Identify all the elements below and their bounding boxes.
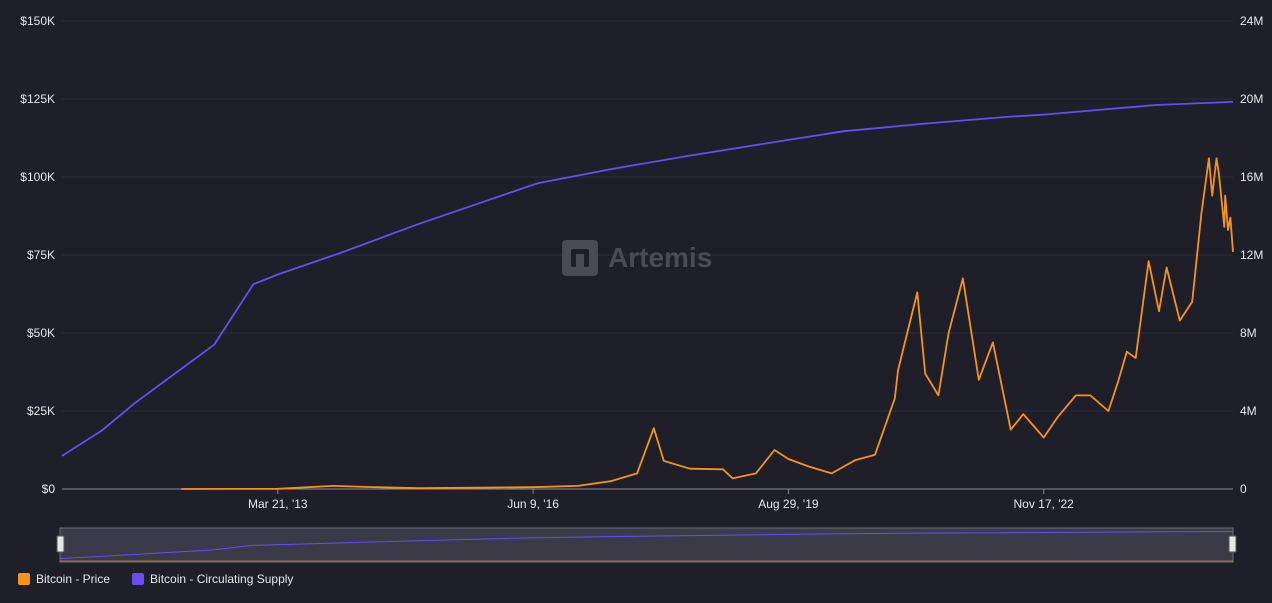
x-tick-label: Jun 9, '16 <box>507 497 559 511</box>
y-right-tick-label: 8M <box>1240 326 1257 340</box>
legend: Bitcoin - Price Bitcoin - Circulating Su… <box>18 572 293 586</box>
y-right-tick-label: 0 <box>1240 482 1247 496</box>
x-tick-label: Nov 17, '22 <box>1014 497 1075 511</box>
legend-label-price: Bitcoin - Price <box>36 572 111 586</box>
y-right-tick-label: 24M <box>1240 14 1263 28</box>
watermark-text: Artemis <box>608 242 713 273</box>
legend-item-supply[interactable]: Bitcoin - Circulating Supply <box>132 572 293 586</box>
right-axis-ticks: 0 4M 8M 12M 16M 20M 24M <box>1240 14 1263 496</box>
navigator-right-handle[interactable] <box>1228 535 1237 553</box>
navigator-track <box>59 527 1234 563</box>
series-lines <box>61 101 1234 490</box>
gridlines <box>62 20 1233 412</box>
y-left-tick-label: $100K <box>20 170 55 184</box>
x-tick-label: Aug 29, '19 <box>758 497 819 511</box>
artemis-logo-icon <box>562 240 598 276</box>
legend-label-supply: Bitcoin - Circulating Supply <box>150 572 294 586</box>
y-left-tick-label: $75K <box>27 248 55 262</box>
range-navigator[interactable] <box>56 527 1237 563</box>
y-left-tick-label: $25K <box>27 404 55 418</box>
y-left-tick-label: $50K <box>27 326 55 340</box>
y-right-tick-label: 16M <box>1240 170 1263 184</box>
series-line-circulating-supply <box>61 101 1234 457</box>
navigator-supply-line <box>59 531 1234 559</box>
legend-item-price[interactable]: Bitcoin - Price <box>18 572 110 586</box>
y-right-tick-label: 4M <box>1240 404 1257 418</box>
y-left-tick-label: $150K <box>20 14 55 28</box>
x-tick-label: Mar 21, '13 <box>248 497 308 511</box>
y-left-tick-label: $0 <box>42 482 56 496</box>
y-right-tick-label: 20M <box>1240 92 1263 106</box>
y-left-tick-label: $125K <box>20 92 55 106</box>
left-axis-ticks: $0 $25K $50K $75K $100K $125K $150K <box>20 14 55 496</box>
x-axis-ticks: Mar 21, '13 Jun 9, '16 Aug 29, '19 Nov 17, … <box>248 489 1074 511</box>
navigator-left-handle[interactable] <box>56 535 65 553</box>
legend-swatch-supply <box>132 573 145 585</box>
series-line-price <box>181 157 1234 490</box>
legend-swatch-price <box>18 573 30 585</box>
y-right-tick-label: 12M <box>1240 248 1263 262</box>
artemis-watermark: Artemis <box>562 240 712 276</box>
